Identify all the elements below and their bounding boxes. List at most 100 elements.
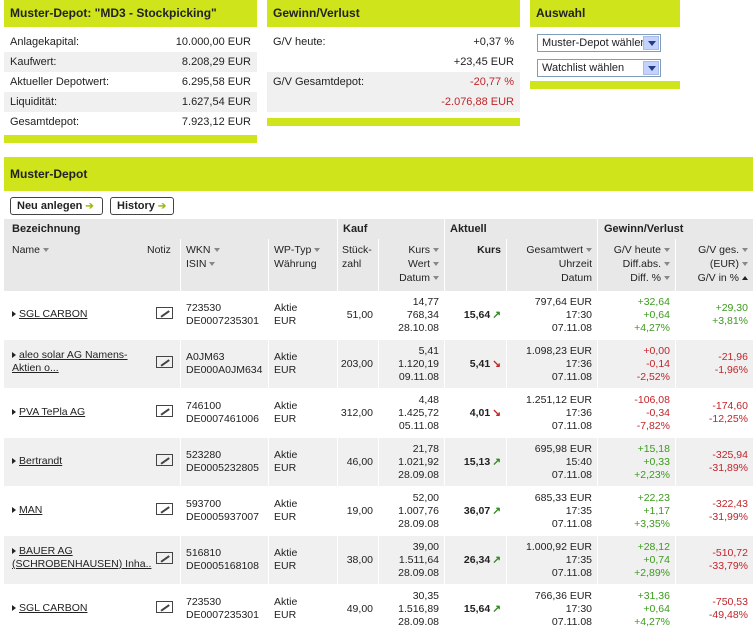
column-divider <box>675 536 676 584</box>
header-gv-ges[interactable]: G/V ges. (EUR) G/V in % <box>676 239 753 291</box>
column-divider <box>337 291 338 339</box>
header-gv-heute[interactable]: G/V heute Diff.abs. Diff. % <box>598 239 675 291</box>
security-link[interactable]: SGL CARBON <box>19 602 88 614</box>
column-divider <box>444 536 445 584</box>
column-divider <box>180 340 181 388</box>
sort-icon <box>742 262 748 267</box>
sort-icon <box>433 262 439 267</box>
column-divider <box>675 389 676 437</box>
cell-gv-heute: +15,18 +0,33 +2,23% <box>634 442 670 481</box>
cell-akt-kurs: 15,64 ↗ <box>463 602 501 615</box>
chevron-down-icon[interactable] <box>643 36 659 50</box>
cell-kauf: 30,35 1.516,89 28.09.08 <box>398 589 439 628</box>
sort-icon <box>43 248 50 253</box>
cell-gv-ges: -325,94 -31,89% <box>708 449 748 474</box>
table-row: aleo solar AG Namens- Aktien o... A0JM63 DE… <box>4 340 753 389</box>
kv-anlagekapital: Anlagekapital: 10.000,00 EUR <box>10 36 251 48</box>
header-akt-kurs: Kurs <box>477 244 501 256</box>
column-divider <box>506 291 507 339</box>
column-divider <box>378 487 379 535</box>
security-link[interactable]: aleo solar AG Namens- Aktien o... <box>12 349 128 374</box>
column-divider <box>337 389 338 437</box>
note-edit-icon[interactable] <box>156 405 173 417</box>
gv-gesamt-abs-row: -2.076,88 EUR <box>267 92 520 112</box>
note-edit-icon[interactable] <box>156 307 173 319</box>
security-link[interactable]: MAN <box>19 504 43 516</box>
kv-kaufwert: Kaufwert: 8.208,29 EUR <box>4 52 257 72</box>
security-link[interactable]: SGL CARBON <box>19 308 88 320</box>
cell-stueckzahl: 46,00 <box>346 455 373 468</box>
column-divider <box>597 487 598 535</box>
column-divider <box>378 585 379 633</box>
depot-summary-footer <box>4 135 257 143</box>
cell-gv-heute: +0,00 -0,14 -2,52% <box>636 344 670 383</box>
depot-summary-box: Muster-Depot: "MD3 - Stockpicking" Anlag… <box>4 0 257 143</box>
expand-icon[interactable] <box>12 605 16 612</box>
expand-icon[interactable] <box>12 507 16 514</box>
column-divider <box>378 536 379 584</box>
column-divider <box>268 536 269 584</box>
column-divider <box>337 487 338 535</box>
column-divider <box>337 585 338 633</box>
cell-akt-kurs: 36,07 ↗ <box>463 504 501 517</box>
sort-icon <box>314 248 321 253</box>
sort-icon <box>586 248 592 253</box>
note-edit-icon[interactable] <box>156 454 173 466</box>
note-edit-icon[interactable] <box>156 552 173 564</box>
header-gesamtwert[interactable]: Gesamtwert Uhrzeit Datum <box>526 244 592 284</box>
history-button[interactable]: History ➔ <box>110 197 174 215</box>
table-row: SGL CARBON 723530 DE0007235301 Aktie EUR 51,0… <box>4 291 753 340</box>
security-link[interactable]: BAUER AG (SCHROBENHAUSEN) Inha.. <box>12 545 152 570</box>
auswahl-title: Auswahl <box>530 0 680 27</box>
cell-akt-kurs: 15,13 ↗ <box>463 455 501 468</box>
table-row: MAN 593700 DE0005937007 Aktie EUR 19,00 52,00 1… <box>4 487 753 536</box>
cell-gv-heute: +32,64 +0,64 +4,27% <box>634 295 670 334</box>
cell-akt-kurs: 26,34 ↗ <box>463 553 501 566</box>
column-divider <box>506 389 507 437</box>
expand-icon[interactable] <box>12 548 16 555</box>
expand-icon[interactable] <box>12 458 16 465</box>
expand-icon[interactable] <box>12 352 16 359</box>
column-divider <box>180 585 181 633</box>
cell-gv-ges: -322,43 -31,99% <box>708 498 748 523</box>
group-bezeichnung: Bezeichnung <box>12 223 81 235</box>
security-link[interactable]: PVA TePla AG <box>19 406 86 418</box>
header-kauf-kurs[interactable]: Kurs Wert Datum <box>379 239 444 291</box>
column-divider <box>444 585 445 633</box>
cell-wkn-isin: 516810 DE0005168108 <box>186 547 259 572</box>
note-edit-icon[interactable] <box>156 601 173 613</box>
arrow-right-icon: ➔ <box>157 201 167 212</box>
header-divider <box>180 239 181 291</box>
cell-name: PVA TePla AG <box>12 389 152 437</box>
expand-icon[interactable] <box>12 311 16 318</box>
security-link[interactable]: Bertrandt <box>19 455 63 467</box>
kv-liquiditaet: Liquidität: 1.627,54 EUR <box>4 92 257 112</box>
header-wptyp[interactable]: WP-Typ Währung <box>274 239 338 291</box>
chevron-down-icon[interactable] <box>643 61 659 75</box>
column-divider <box>378 438 379 486</box>
column-divider <box>337 340 338 388</box>
cell-akt-kurs: 5,41 ↘ <box>469 357 501 370</box>
column-divider <box>675 340 676 388</box>
expand-icon[interactable] <box>12 409 16 416</box>
header-divider <box>675 239 676 291</box>
depot-select[interactable]: Muster-Depot wählen <box>537 34 661 52</box>
header-divider <box>444 219 445 291</box>
sort-icon <box>742 248 748 253</box>
cell-name: SGL CARBON <box>12 585 152 633</box>
note-edit-icon[interactable] <box>156 503 173 515</box>
note-edit-icon[interactable] <box>156 356 173 368</box>
column-divider <box>597 340 598 388</box>
header-divider <box>268 239 269 291</box>
column-divider <box>506 536 507 584</box>
column-divider <box>378 340 379 388</box>
new-depot-button[interactable]: Neu anlegen ➔ <box>10 197 103 215</box>
cell-gv-heute: +22,23 +1,17 +3,35% <box>634 491 670 530</box>
column-divider <box>506 340 507 388</box>
trend-down-icon: ↘ <box>492 406 501 419</box>
header-wkn-isin[interactable]: WKN ISIN <box>186 239 266 291</box>
header-name[interactable]: Name <box>12 239 132 291</box>
watchlist-select[interactable]: Watchlist wählen <box>537 59 661 77</box>
cell-kauf: 21,78 1.021,92 28.09.08 <box>398 442 439 481</box>
cell-wkn-isin: 593700 DE0005937007 <box>186 498 259 523</box>
